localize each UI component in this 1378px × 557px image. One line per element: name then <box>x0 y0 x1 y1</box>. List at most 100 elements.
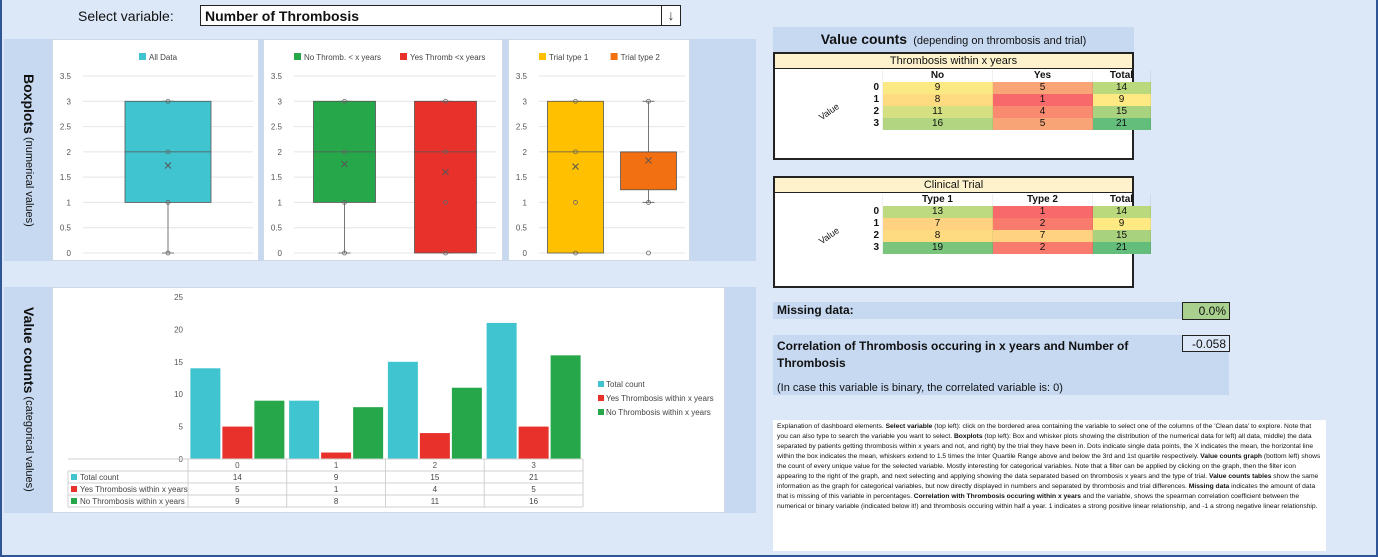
table-header-row: Type 1 Type 2 Total <box>865 194 1151 206</box>
trial-table: Clinical Trial Value Type 1 Type 2 Total 0 1… <box>773 176 1151 288</box>
y-tick-label: 2.5 <box>516 123 528 132</box>
table-cell: 9 <box>883 82 993 94</box>
explanation-text: Explanation of dashboard elements. Selec… <box>773 420 1326 551</box>
y-tick-label: 10 <box>174 390 183 399</box>
table-cell: 8 <box>883 230 993 242</box>
data-point <box>573 98 578 104</box>
data-point <box>443 149 448 155</box>
mean-marker <box>442 168 449 176</box>
missing-data-value: 0.0% <box>1182 302 1230 320</box>
correlation-value: -0.058 <box>1182 335 1230 352</box>
y-tick-label: 3 <box>523 97 528 106</box>
table-cell: 11 <box>883 106 993 118</box>
y-tick-label: 0.5 <box>60 224 72 233</box>
data-point <box>165 98 171 104</box>
table-cell: 21 <box>1093 118 1151 130</box>
y-tick-label: 15 <box>174 358 183 367</box>
table-cell: 9 <box>1093 218 1151 230</box>
table-cell: 4 <box>993 106 1093 118</box>
legend-label: Yes Thrombosis within x years <box>606 394 714 403</box>
y-tick-label: 0 <box>278 249 283 258</box>
table-cell: 16 <box>883 118 993 130</box>
boxplot-panel-all[interactable]: All Data 0 0.5 1 1.5 2 2.5 3 3.5 <box>52 39 259 261</box>
bar-no-thrombosis-within-x-years <box>451 387 482 459</box>
select-variable-label: Select variable: <box>78 8 174 24</box>
boxplot-panel-thrombosis[interactable]: No Thromb. < x years Yes Thromb <x years 0… <box>263 39 503 261</box>
selected-variable-value: Number of Thrombosis <box>205 8 360 24</box>
trial-table-title: Clinical Trial <box>775 178 1132 193</box>
y-tick-label: 1 <box>523 198 528 207</box>
data-point <box>573 250 578 256</box>
bar-total-count <box>190 368 221 459</box>
bar-no-thrombosis-within-x-years <box>254 400 285 459</box>
y-tick-label: 3 <box>67 97 72 106</box>
table-cell: 2 <box>993 218 1093 230</box>
table-value: 8 <box>334 497 339 506</box>
boxplot-chart-trial: Trial type 1 Trial type 2 0 0.5 1 1.5 2 2.5 3 3.5 <box>516 53 685 258</box>
table-value: 11 <box>431 497 440 506</box>
table-cell: 21 <box>1093 242 1151 254</box>
row-index: 1 <box>865 218 883 230</box>
data-point <box>646 250 651 256</box>
y-tick-label: 0 <box>523 249 528 258</box>
legend-swatch <box>598 395 604 401</box>
mean-marker <box>645 157 652 164</box>
table-value: 14 <box>233 473 242 482</box>
legend-label: Total count <box>606 380 645 389</box>
boxplot-panel-trial[interactable]: Trial type 1 Trial type 2 0 0.5 1 1.5 2 2.5 3 3.5 <box>508 39 690 261</box>
thrombosis-table: Thrombosis within x years Value No Yes Tot… <box>773 52 1151 160</box>
table-cell: 7 <box>993 230 1093 242</box>
table-row: 2 8 7 15 <box>865 230 1151 242</box>
table-cell: 5 <box>993 118 1093 130</box>
y-tick-label: 0.5 <box>516 224 528 233</box>
y-tick-label: 3 <box>278 97 283 106</box>
y-tick-label: 1.5 <box>271 173 283 182</box>
y-tick-label: 3.5 <box>60 72 72 81</box>
data-point <box>342 149 347 155</box>
header-blank <box>865 70 883 82</box>
table-header-row: No Yes Total <box>865 70 1151 82</box>
data-point <box>165 200 171 205</box>
x-tick-label: 2 <box>433 461 438 470</box>
down-arrow-icon[interactable]: ↓ <box>661 6 680 25</box>
boxplot-chart-all: All Data 0 0.5 1 1.5 2 2.5 3 3.5 <box>60 53 253 258</box>
table-value: 1 <box>334 485 339 494</box>
correlation-note: (In case this variable is binary, the co… <box>777 382 1063 394</box>
row-index: 1 <box>865 94 883 106</box>
table-row: 3 19 2 21 <box>865 242 1151 254</box>
y-tick-label: 2 <box>523 148 528 157</box>
legend-swatch <box>294 53 301 60</box>
table-cell: 2 <box>993 242 1093 254</box>
table-cell: 7 <box>883 218 993 230</box>
missing-data-label: Missing data: <box>773 302 1229 319</box>
legend-label: Yes Thromb <x years <box>410 53 485 62</box>
table-row: 3 16 5 21 <box>865 118 1151 130</box>
data-point <box>342 98 347 104</box>
data-point <box>342 200 347 205</box>
table-cell: 1 <box>993 206 1093 218</box>
table-cell: 13 <box>883 206 993 218</box>
table-row: 0 13 1 14 <box>865 206 1151 218</box>
legend-label: Trial type 1 <box>549 53 589 62</box>
x-tick-label: 0 <box>235 461 240 470</box>
boxplot-chart-thrombosis: No Thromb. < x years Yes Thromb <x years 0… <box>271 53 496 258</box>
data-point <box>573 149 578 155</box>
data-point <box>165 250 171 256</box>
mean-marker <box>572 163 579 170</box>
x-tick-label: 1 <box>334 461 339 470</box>
row-index: 2 <box>865 106 883 118</box>
y-tick-label: 1.5 <box>516 173 528 182</box>
data-point <box>646 200 651 205</box>
table-value: 9 <box>235 497 240 506</box>
table-value: 5 <box>235 485 240 494</box>
table-cell: 1 <box>993 94 1093 106</box>
legend-label: All Data <box>149 53 178 62</box>
correlation-title: Correlation of Thrombosis occuring in x … <box>777 339 1129 370</box>
column-header: Type 2 <box>993 194 1093 206</box>
table-value: 9 <box>334 473 339 482</box>
table-value: 15 <box>430 473 439 482</box>
select-variable-dropdown[interactable]: Number of Thrombosis ↓ <box>200 5 681 26</box>
